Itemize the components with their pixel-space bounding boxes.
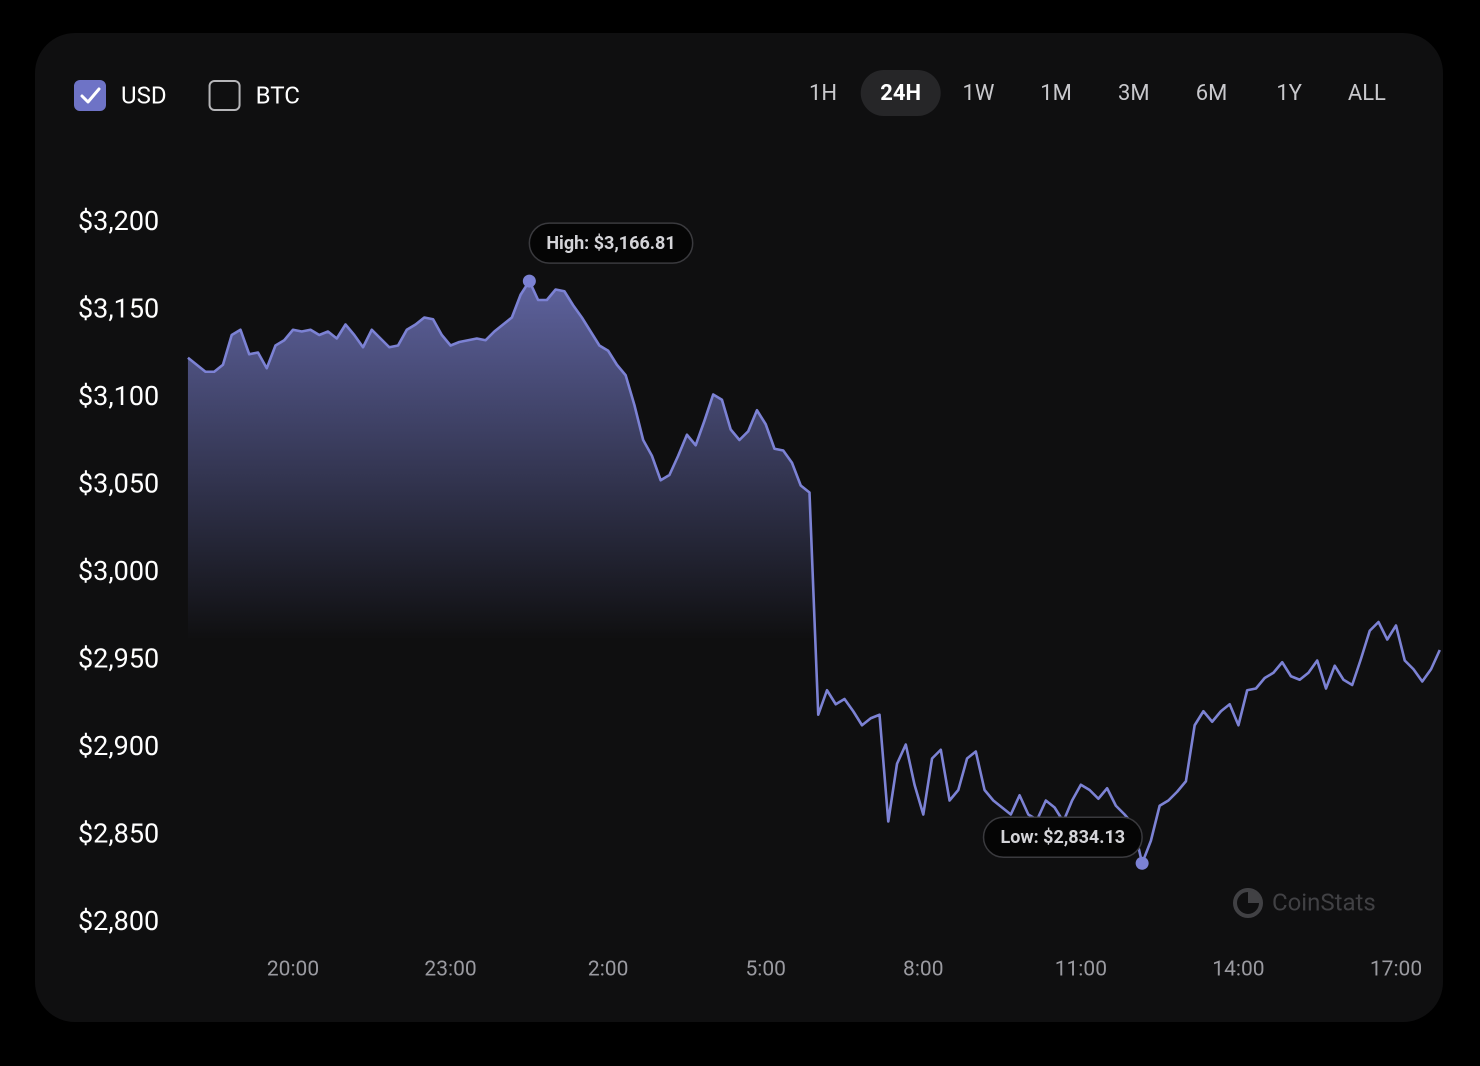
watermark-icon-slice [1248,890,1261,903]
checkbox[interactable] [74,80,106,111]
range-button[interactable]: 1Y [1276,81,1302,106]
range-button[interactable]: 6M [1196,81,1228,106]
currency-toggle[interactable]: USD [74,80,167,111]
y-tick-label: $3,150 [78,293,159,325]
tooltip-box [982,816,1143,859]
range-active-bg [860,70,941,116]
y-tick-label: $2,950 [78,643,159,675]
y-tick-label: $2,850 [78,818,159,850]
x-tick-label: 5:00 [745,958,786,982]
x-tick-label: 14:00 [1212,958,1264,982]
check-mark [80,87,101,104]
range-button[interactable]: 24H [860,70,941,116]
y-tick-label: $2,800 [78,905,159,937]
y-tick-label: $3,200 [78,205,159,237]
tooltip-label: High: $3,166.81 [546,233,675,254]
low-tooltip: Low: $2,834.13 [982,816,1143,859]
watermark-text: CoinStats [1272,888,1376,916]
y-tick-label: $2,900 [78,730,159,762]
x-tick-label: 11:00 [1055,958,1107,982]
x-tick-label: 2:00 [588,958,629,982]
range-button[interactable]: 1M [1040,81,1072,106]
high-dot [522,274,536,288]
x-tick-label: 20:00 [267,958,319,982]
x-tick-label: 23:00 [424,958,476,982]
currency-label: USD [121,81,167,109]
x-tick-label: 17:00 [1370,958,1422,982]
checkbox[interactable] [208,80,241,111]
range-label[interactable]: 24H [880,81,921,106]
range-button[interactable]: 3M [1118,81,1150,106]
range-button[interactable]: 1H [809,81,837,106]
tooltip-box [528,222,694,264]
y-tick-label: $3,050 [78,468,159,500]
range-label[interactable]: ALL [1348,81,1386,106]
range-label[interactable]: 1W [962,81,994,106]
range-label[interactable]: 3M [1118,81,1150,106]
range-button[interactable]: ALL [1348,81,1386,106]
range-label[interactable]: 6M [1196,81,1228,106]
x-tick-label: 8:00 [903,958,944,982]
y-tick-label: $3,100 [78,380,159,412]
area-fill [187,281,1440,924]
currency-toggle[interactable]: BTC [208,80,300,111]
high-tooltip: High: $3,166.81 [528,222,694,264]
range-label[interactable]: 1H [809,81,837,106]
range-label[interactable]: 1M [1040,81,1072,106]
range-label[interactable]: 1Y [1276,81,1302,106]
watermark: CoinStats [1233,888,1376,918]
y-tick-label: $3,000 [78,555,159,587]
low-dot [1135,856,1149,870]
price-line [187,279,1441,865]
currency-label: BTC [256,81,300,109]
range-button[interactable]: 1W [962,81,994,106]
tooltip-label: Low: $2,834.13 [1001,827,1126,848]
